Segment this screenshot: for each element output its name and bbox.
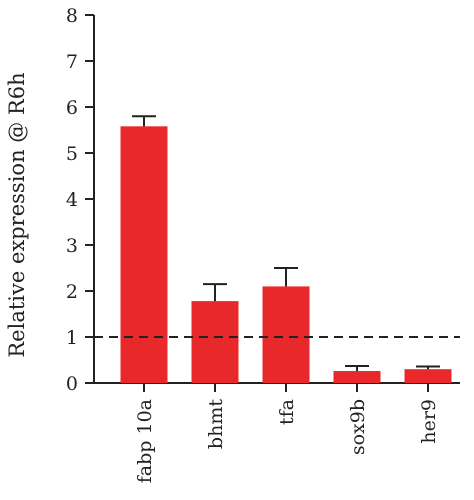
y-tick-label: 4 [66, 189, 78, 211]
bar [404, 369, 452, 383]
x-tick-label: sox9b [347, 399, 369, 455]
bar [191, 301, 239, 383]
y-axis: 0 1 2 3 4 5 6 7 8 [66, 5, 95, 395]
y-tick-label: 0 [66, 373, 78, 395]
error-bars [132, 115, 440, 372]
y-tick-label: 2 [66, 281, 78, 303]
x-axis: fabp 10a bhmt tfa sox9b her9 [93, 382, 460, 483]
y-axis-label: Relative expression @ R6h [5, 72, 29, 357]
bar [120, 126, 168, 383]
y-tick-label: 3 [66, 235, 78, 257]
y-tick-label: 8 [66, 5, 78, 27]
x-tick-label: fabp 10a [134, 399, 156, 483]
y-tick-label: 7 [66, 51, 78, 73]
bars [120, 126, 452, 383]
y-tick-label: 5 [66, 143, 78, 165]
x-tick-label: bhmt [205, 399, 227, 449]
x-tick-label: her9 [418, 399, 440, 444]
bar [262, 286, 310, 383]
x-tick-label: tfa [276, 399, 298, 425]
y-tick-label: 1 [66, 327, 78, 349]
bar [333, 371, 381, 383]
y-tick-label: 6 [66, 97, 78, 119]
